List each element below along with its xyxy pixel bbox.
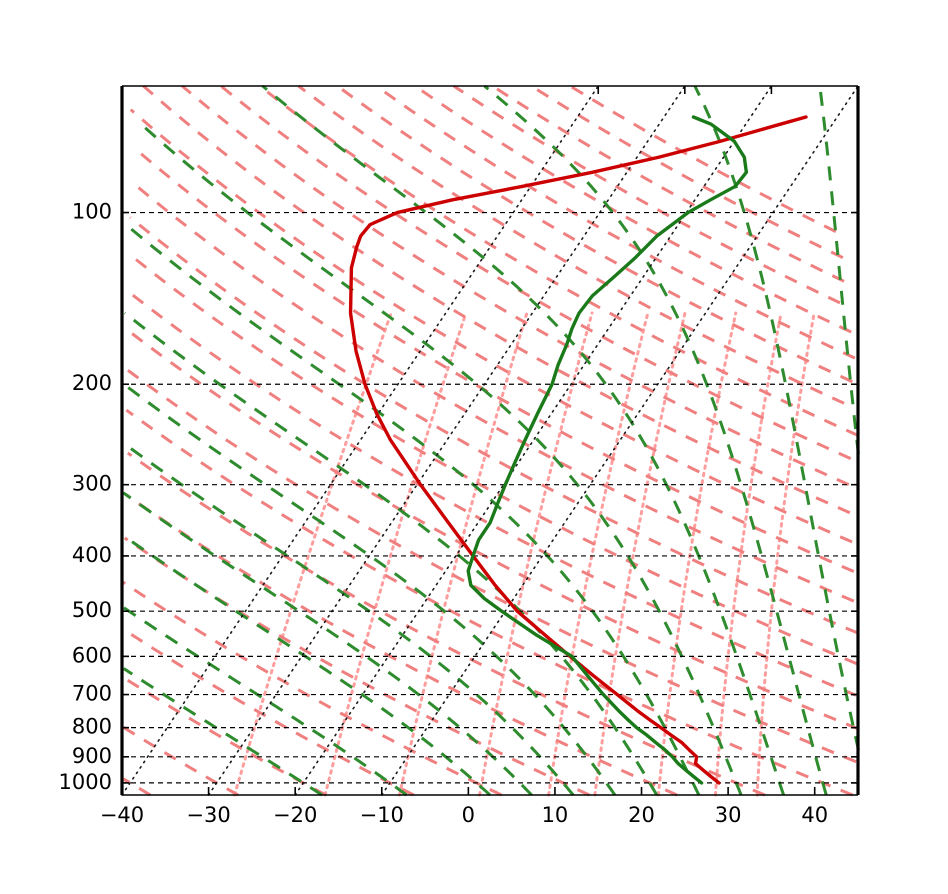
y-tick-label: 300 bbox=[72, 472, 112, 496]
series-temperature-line bbox=[348, 115, 808, 785]
axis-spines-group bbox=[120, 85, 860, 796]
y-tick-label: 400 bbox=[72, 543, 112, 567]
x-tick-label: 0 bbox=[462, 803, 475, 827]
y-tick-label: 100 bbox=[72, 200, 112, 224]
x-tick-label: 20 bbox=[628, 803, 655, 827]
y-tick-label: 600 bbox=[72, 643, 112, 667]
x-tick-label: −10 bbox=[360, 803, 404, 827]
y-tick-label: 900 bbox=[72, 744, 112, 768]
isobar-lines-group bbox=[122, 211, 858, 784]
grid-layer bbox=[120, 84, 860, 797]
sounding-series-group bbox=[348, 115, 808, 785]
x-axis-tick-labels-group: −40 −30 −20 −10 0 10 20 30 40 bbox=[100, 803, 828, 827]
y-tick-label: 1000 bbox=[59, 770, 112, 794]
x-tick-label: −20 bbox=[273, 803, 317, 827]
y-tick-label: 200 bbox=[72, 371, 112, 395]
isotherm-lines-group bbox=[121, 85, 859, 796]
moist-adiabat-lines-group bbox=[120, 84, 860, 797]
x-tick-label: 10 bbox=[542, 803, 569, 827]
x-tick-label: 30 bbox=[715, 803, 742, 827]
y-tick-label: 700 bbox=[72, 682, 112, 706]
data-layer bbox=[348, 115, 808, 785]
mixing-ratio-lines-group bbox=[233, 311, 816, 797]
axis-ticks-group bbox=[121, 86, 859, 795]
x-tick-label: 40 bbox=[801, 803, 828, 827]
y-tick-label: 800 bbox=[72, 715, 112, 739]
x-tick-label: −30 bbox=[186, 803, 230, 827]
y-tick-label: 500 bbox=[72, 598, 112, 622]
x-tick-label: −40 bbox=[100, 803, 144, 827]
series-dewpoint-line bbox=[466, 115, 749, 785]
